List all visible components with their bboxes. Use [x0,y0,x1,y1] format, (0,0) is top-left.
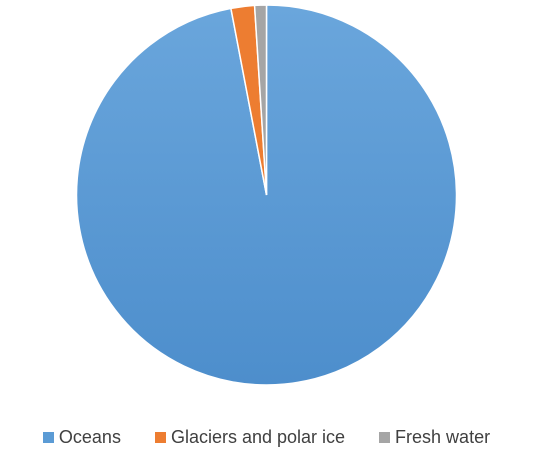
legend-item-fresh-water: Fresh water [379,427,490,448]
legend: Oceans Glaciers and polar ice Fresh water [0,424,533,450]
legend-label: Oceans [58,426,121,447]
legend-item-glaciers-and-polar-ice: Glaciers and polar ice [154,426,346,448]
legend-item-oceans: Oceans [42,426,121,448]
legend-label: Glaciers and polar ice [170,426,346,447]
pie-slices [75,4,458,386]
legend-swatch [42,431,54,443]
legend-swatch [154,431,166,443]
legend-swatch [379,431,391,443]
legend-label: Fresh water [395,426,491,447]
pie-chart [75,4,458,386]
pie-slice-fresh-water [253,4,268,196]
